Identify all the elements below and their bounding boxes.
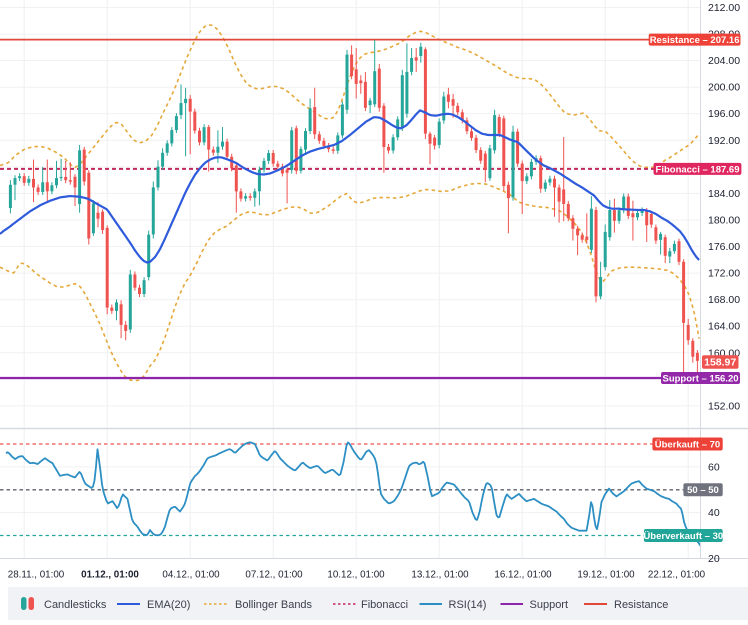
svg-text:20: 20 [708, 553, 720, 565]
svg-text:22.12., 01:00: 22.12., 01:00 [648, 570, 706, 581]
svg-text:01.12., 01:00: 01.12., 01:00 [81, 570, 139, 581]
svg-text:Fibonacci – 187.69: Fibonacci – 187.69 [656, 164, 740, 175]
svg-text:152.00: 152.00 [708, 400, 740, 412]
svg-text:Resistance – 207.16: Resistance – 207.16 [650, 35, 740, 46]
svg-text:168.00: 168.00 [708, 294, 740, 306]
svg-text:10.12., 01:00: 10.12., 01:00 [327, 570, 385, 581]
svg-text:07.12., 01:00: 07.12., 01:00 [245, 570, 303, 581]
svg-text:172.00: 172.00 [708, 268, 740, 280]
svg-text:EMA(20): EMA(20) [147, 599, 190, 611]
svg-text:Fibonacci: Fibonacci [361, 599, 408, 611]
svg-text:164.00: 164.00 [708, 321, 740, 333]
svg-text:Überverkauft – 30: Überverkauft – 30 [643, 531, 723, 542]
svg-text:212.00: 212.00 [708, 2, 740, 14]
svg-text:158.97: 158.97 [704, 356, 736, 368]
svg-text:40: 40 [708, 507, 720, 519]
svg-text:Resistance: Resistance [614, 599, 668, 611]
svg-text:RSI(14): RSI(14) [449, 599, 487, 611]
svg-text:19.12., 01:00: 19.12., 01:00 [577, 570, 635, 581]
svg-text:60: 60 [708, 461, 720, 473]
svg-text:13.12., 01:00: 13.12., 01:00 [411, 570, 469, 581]
svg-text:16.12., 01:00: 16.12., 01:00 [494, 570, 552, 581]
svg-text:196.00: 196.00 [708, 108, 740, 120]
svg-text:204.00: 204.00 [708, 55, 740, 67]
svg-text:176.00: 176.00 [708, 241, 740, 253]
svg-text:50 – 50: 50 – 50 [687, 485, 719, 496]
svg-text:28.11., 01:00: 28.11., 01:00 [8, 570, 65, 581]
svg-text:180.00: 180.00 [708, 215, 740, 227]
svg-text:04.12., 01:00: 04.12., 01:00 [162, 570, 220, 581]
svg-text:192.00: 192.00 [708, 135, 740, 147]
svg-text:Support: Support [530, 599, 569, 611]
svg-text:Candlesticks: Candlesticks [44, 599, 107, 611]
svg-text:Überkauft – 70: Überkauft – 70 [655, 439, 720, 450]
svg-text:200.00: 200.00 [708, 82, 740, 94]
svg-text:Bollinger Bands: Bollinger Bands [235, 599, 313, 611]
svg-text:Support – 156.20: Support – 156.20 [662, 373, 738, 384]
svg-text:184.00: 184.00 [708, 188, 740, 200]
